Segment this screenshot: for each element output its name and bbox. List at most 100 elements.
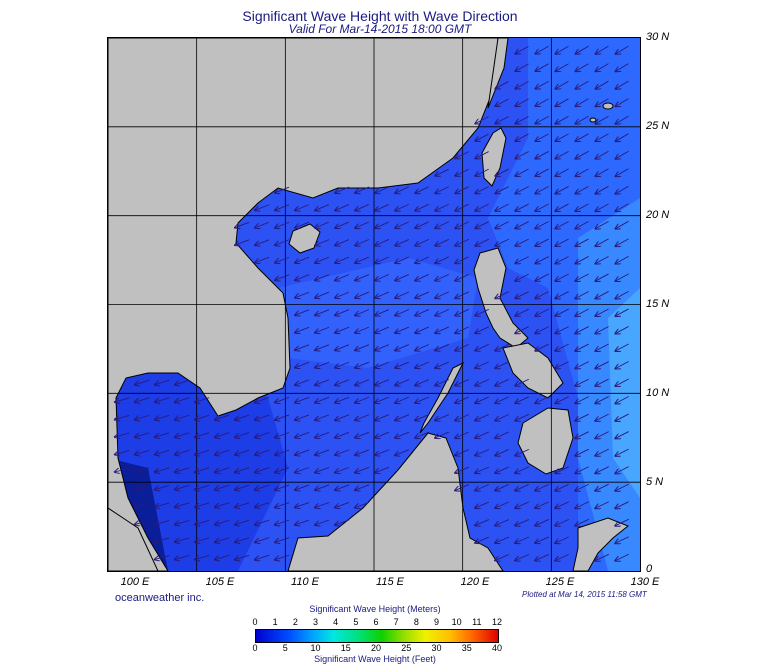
- wave-direction-arrow: [475, 536, 490, 543]
- wave-direction-arrow: [255, 414, 270, 420]
- wave-direction-arrow: [275, 256, 290, 262]
- sea-higher-waves-east: [578, 198, 640, 571]
- wave-direction-arrow: [315, 256, 330, 263]
- wave-direction-arrow: [515, 98, 529, 106]
- wave-direction-arrow: [495, 396, 509, 403]
- wave-direction-arrow: [515, 519, 530, 525]
- wave-direction-arrow: [295, 361, 310, 367]
- wave-direction-arrow: [455, 308, 469, 315]
- wave-direction-arrow: [375, 256, 390, 263]
- wave-direction-arrow: [335, 186, 350, 193]
- wave-direction-arrow: [535, 45, 549, 53]
- colorbar-title-feet: Significant Wave Height (Feet): [314, 654, 436, 664]
- wave-direction-arrow: [395, 431, 410, 438]
- wave-direction-arrow: [315, 502, 330, 507]
- wave-direction-arrow: [315, 449, 330, 455]
- wave-direction-arrow: [575, 291, 589, 299]
- wave-direction-arrow: [575, 361, 589, 369]
- wave-direction-arrow: [535, 221, 549, 229]
- wave-direction-arrow: [395, 396, 410, 403]
- wave-direction-arrow: [155, 449, 170, 454]
- wave-direction-arrow: [455, 414, 470, 420]
- wave-direction-arrow: [435, 361, 450, 368]
- wave-direction-arrow: [255, 537, 270, 543]
- wave-direction-arrow: [355, 186, 370, 193]
- wave-direction-arrow: [335, 466, 350, 472]
- wave-direction-arrow: [175, 555, 190, 559]
- land-hainan: [288, 223, 321, 254]
- wave-direction-arrow: [355, 466, 370, 472]
- wave-direction-arrow: [535, 80, 549, 88]
- wave-direction-arrow: [215, 414, 230, 420]
- wave-height-map[interactable]: [107, 37, 641, 572]
- wave-direction-arrow: [495, 98, 509, 106]
- colorbar-meter-tick: 0: [252, 617, 258, 627]
- wave-direction-arrow: [575, 115, 589, 123]
- wave-direction-arrow: [615, 378, 629, 386]
- land-sumatra-tip: [108, 507, 159, 571]
- wave-direction-arrow: [375, 449, 390, 456]
- colorbar-feet-tick: 10: [310, 643, 321, 653]
- wave-direction-arrow: [295, 309, 310, 315]
- wave-direction-arrow: [395, 186, 409, 193]
- wave-direction-arrow: [595, 483, 609, 491]
- wave-direction-arrow: [535, 186, 549, 193]
- wave-direction-arrow: [515, 536, 530, 543]
- wave-direction-arrow: [135, 520, 150, 525]
- wave-direction-arrow: [335, 431, 350, 437]
- wave-direction-arrow: [375, 239, 390, 245]
- wave-direction-arrow: [375, 309, 390, 316]
- wave-direction-arrow: [335, 379, 350, 385]
- wave-direction-arrow: [415, 221, 429, 228]
- wave-direction-arrow: [555, 203, 569, 211]
- wave-direction-arrow: [295, 502, 310, 508]
- wave-direction-arrow: [255, 484, 270, 490]
- wave-direction-arrow: [415, 203, 429, 210]
- wave-direction-arrow: [615, 308, 629, 316]
- wave-direction-arrow: [195, 467, 210, 472]
- wave-direction-arrow: [575, 221, 589, 228]
- wave-direction-arrow: [255, 519, 270, 525]
- colorbar-feet-tick: 30: [431, 643, 442, 653]
- wave-direction-arrow: [455, 168, 469, 176]
- wave-direction-arrow: [575, 448, 589, 456]
- lat-label-20n: 20 N: [646, 209, 670, 221]
- wave-direction-arrow: [235, 239, 250, 245]
- wave-direction-arrow: [255, 467, 270, 473]
- wave-direction-arrow: [175, 397, 190, 403]
- wave-direction-arrow: [295, 204, 310, 211]
- wave-direction-arrow: [555, 133, 569, 141]
- wave-direction-arrow: [475, 519, 490, 526]
- wave-direction-arrow: [415, 431, 430, 438]
- wave-direction-arrow: [515, 45, 529, 53]
- colorbar: [255, 629, 499, 643]
- wave-direction-arrow: [435, 256, 449, 263]
- wave-direction-arrow: [575, 168, 589, 176]
- wave-direction-arrow: [595, 396, 609, 404]
- wave-direction-arrow: [615, 553, 629, 561]
- wave-direction-arrow: [475, 484, 490, 491]
- wave-direction-arrow: [435, 203, 449, 210]
- wave-direction-arrow: [255, 432, 270, 438]
- wave-direction-arrow: [375, 221, 390, 228]
- wave-direction-arrow: [355, 291, 370, 298]
- wave-direction-arrow: [615, 501, 629, 509]
- wave-direction-arrow: [295, 291, 310, 297]
- wave-direction-arrow: [575, 483, 589, 490]
- wave-direction-arrow: [255, 449, 270, 455]
- wave-direction-arrow: [515, 203, 529, 211]
- lat-label-25n: 25 N: [646, 120, 670, 132]
- wave-direction-arrow: [275, 186, 290, 193]
- wave-direction-arrow: [535, 273, 549, 281]
- wave-direction-arrow: [155, 379, 170, 384]
- wave-direction-arrow: [315, 326, 330, 333]
- colorbar-meter-tick: 4: [333, 617, 339, 627]
- wave-direction-arrow: [575, 273, 589, 281]
- wave-direction-arrow: [616, 80, 629, 89]
- wave-direction-arrow: [235, 537, 250, 542]
- wave-direction-arrow: [575, 413, 589, 421]
- wave-direction-arrow: [215, 537, 230, 542]
- colorbar-feet-tick: 0: [252, 643, 258, 653]
- wave-direction-arrow: [475, 326, 489, 333]
- wave-direction-arrow: [115, 450, 130, 454]
